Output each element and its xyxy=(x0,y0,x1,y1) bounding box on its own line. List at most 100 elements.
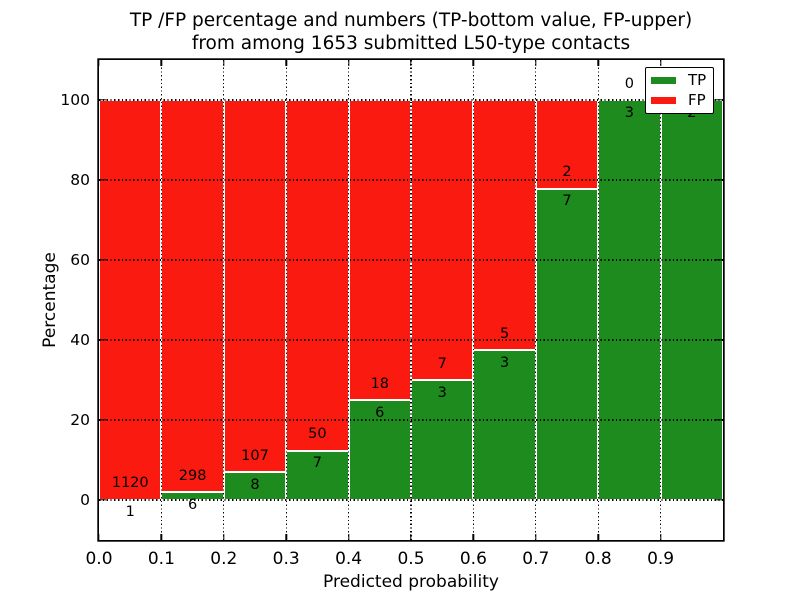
bar-fp-segment xyxy=(348,100,411,400)
y-tick-label: 60 xyxy=(70,251,90,269)
y-tick-label: 20 xyxy=(70,411,90,429)
horizontal-gridline xyxy=(99,179,723,181)
horizontal-gridline xyxy=(99,499,723,501)
tp-count-label: 3 xyxy=(437,384,447,401)
vertical-gridline xyxy=(223,60,225,540)
fp-count-label: 1120 xyxy=(111,475,149,492)
legend-swatch-fp xyxy=(651,96,676,104)
tp-count-label: 6 xyxy=(187,496,198,513)
fp-count-label: 107 xyxy=(241,447,269,464)
legend-item-fp: FP xyxy=(651,92,708,108)
tp-count-label: 6 xyxy=(375,404,385,421)
y-tick-mark-right xyxy=(716,259,723,261)
x-tick-mark-top xyxy=(347,60,350,66)
tp-count-label: 3 xyxy=(499,354,510,371)
vertical-gridline xyxy=(160,60,163,540)
y-tick-mark-right xyxy=(716,339,723,341)
bar-fp-segment xyxy=(411,100,474,380)
x-tick-label: 0.9 xyxy=(647,549,675,569)
legend-swatch-tp xyxy=(651,77,676,85)
tp-count-label: 7 xyxy=(562,193,572,210)
bar-tp-segment xyxy=(223,472,287,500)
bar-fp-segment xyxy=(473,100,536,350)
vertical-gridline xyxy=(285,60,287,540)
x-tick-label: 0.5 xyxy=(397,549,425,569)
fp-count-label: 298 xyxy=(178,467,207,484)
x-tick-mark xyxy=(223,534,225,540)
vertical-gridline xyxy=(597,60,599,540)
x-tick-mark xyxy=(347,534,350,540)
x-tick-label: 0.0 xyxy=(85,549,113,569)
x-tick-label: 0.8 xyxy=(584,549,612,569)
y-tick-label: 80 xyxy=(70,171,90,189)
x-tick-mark xyxy=(659,534,662,540)
horizontal-gridline xyxy=(99,419,723,421)
plot-area: 0.0 0.1 0.2 0.3 0.4 0.5 0.6 0.7 0.8 0.9 0 20 40 60 80 1… xyxy=(60,60,723,569)
x-tick-mark-top xyxy=(659,60,662,66)
horizontal-gridline xyxy=(99,339,723,341)
x-tick-mark-top xyxy=(535,60,537,66)
y-tick-mark xyxy=(99,99,106,101)
horizontal-gridline xyxy=(99,99,723,101)
y-tick-mark xyxy=(99,179,106,181)
vertical-gridline xyxy=(410,60,412,540)
y-tick-mark xyxy=(99,259,106,261)
x-tick-mark xyxy=(472,534,475,540)
x-tick-mark xyxy=(597,534,599,540)
vertical-gridline xyxy=(535,60,537,540)
bar-tp-segment xyxy=(348,400,411,500)
x-tick-mark-top xyxy=(410,60,412,66)
tp-count-label: 7 xyxy=(312,455,323,472)
y-tick-mark xyxy=(99,499,106,501)
x-tick-label: 0.2 xyxy=(210,549,238,569)
fp-count-label: 0 xyxy=(624,75,635,92)
chart-title-line2: from among 1653 submitted L50-type conta… xyxy=(191,33,631,54)
x-tick-mark-top xyxy=(160,60,163,66)
x-tick-label: 0.3 xyxy=(272,549,300,569)
y-tick-mark-right xyxy=(716,419,723,421)
x-tick-label: 0.6 xyxy=(459,549,487,569)
y-tick-mark-right xyxy=(716,179,723,181)
fp-count-label: 18 xyxy=(370,375,390,392)
y-tick-mark-right xyxy=(716,99,723,101)
x-tick-mark-top xyxy=(472,60,475,66)
vertical-gridline xyxy=(660,60,662,540)
x-tick-mark xyxy=(285,534,287,540)
bar-tp-segment xyxy=(660,100,723,500)
legend-label-tp: TP xyxy=(688,71,707,90)
x-axis-label: Predicted probability xyxy=(323,572,499,592)
y-tick-label: 0 xyxy=(80,491,90,509)
y-tick-mark-right xyxy=(716,499,723,501)
tp-count-label: 3 xyxy=(624,104,635,121)
x-tick-mark-top xyxy=(223,60,225,66)
tp-count-label: 1 xyxy=(125,504,135,521)
x-tick-mark-top xyxy=(98,60,100,66)
x-tick-mark xyxy=(410,534,412,540)
fp-count-label: 7 xyxy=(437,355,447,372)
vertical-gridline xyxy=(348,60,350,540)
legend: TP FP xyxy=(645,67,714,114)
y-tick-mark xyxy=(99,339,106,341)
x-tick-mark-top xyxy=(597,60,599,66)
fp-count-label: 5 xyxy=(499,325,510,342)
vertical-gridline xyxy=(472,60,475,540)
bar-tp-segment xyxy=(473,350,536,500)
legend-item-tp: TP xyxy=(651,73,708,88)
fp-count-label: 50 xyxy=(308,426,327,443)
chart-title: TP /FP percentage and numbers (TP-bottom… xyxy=(99,9,723,55)
y-tick-mark xyxy=(99,419,106,421)
x-tick-mark xyxy=(160,534,163,540)
bar-fp-segment xyxy=(161,100,224,493)
bar-tp-segment xyxy=(598,100,661,500)
tp-count-label: 8 xyxy=(250,476,260,493)
x-tick-mark xyxy=(98,534,100,540)
fp-count-label: 2 xyxy=(562,164,572,181)
bar-fp-segment xyxy=(286,100,349,451)
chart-title-line1: TP /FP percentage and numbers (TP-bottom… xyxy=(129,10,693,31)
horizontal-gridline xyxy=(99,259,723,261)
x-tick-mark xyxy=(535,534,537,540)
y-axis-label: Percentage xyxy=(40,252,60,348)
x-tick-label: 0.4 xyxy=(335,549,363,569)
x-tick-label: 0.7 xyxy=(522,549,550,569)
